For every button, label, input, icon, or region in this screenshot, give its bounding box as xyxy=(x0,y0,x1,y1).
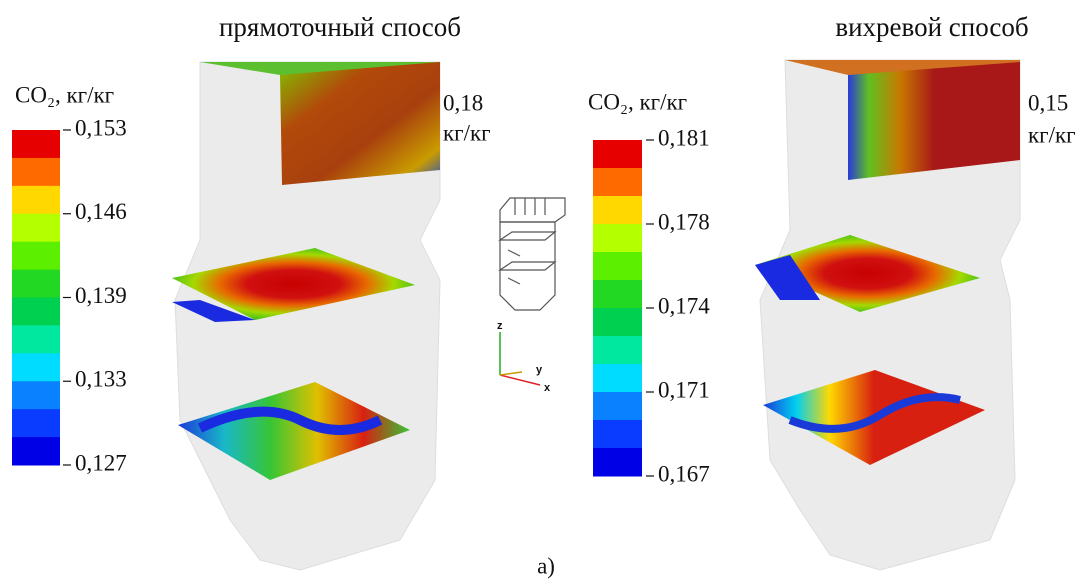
legend-title: CO₂, кг/кг xyxy=(15,82,114,107)
colorbar-band xyxy=(593,448,642,477)
axes-triad: z y x xyxy=(497,320,551,394)
colorbar-tick-label: 0,174 xyxy=(658,293,710,318)
colorbar-band xyxy=(593,140,642,169)
annotation: кг/кг xyxy=(443,120,491,145)
colorbar-band xyxy=(12,185,60,215)
panel-title: вихревой способ xyxy=(835,12,1028,42)
annotation: кг/кг xyxy=(1028,122,1076,147)
colorbar-band xyxy=(12,241,60,271)
colorbar-band xyxy=(593,280,642,309)
colorbar-band xyxy=(593,420,642,449)
axis-label: y xyxy=(536,364,543,376)
colorbar: 0,181 0,178 0,174 0,171 0,167 xyxy=(593,125,710,486)
caption: а) xyxy=(537,553,555,578)
axis-label: x xyxy=(544,382,551,394)
colorbar: 0,153 0,146 0,139 0,133 0,127 xyxy=(12,115,127,475)
colorbar-band xyxy=(593,392,642,421)
annotation: 0,15 xyxy=(1028,90,1068,115)
colorbar-band xyxy=(12,297,60,326)
colorbar-band xyxy=(593,196,642,225)
colorbar-tick-label: 0,178 xyxy=(658,209,710,234)
colorbar-tick-label: 0,181 xyxy=(658,125,710,150)
colorbar-tick-label: 0,167 xyxy=(658,461,710,486)
colorbar-band xyxy=(12,325,60,354)
colorbar-tick-label: 0,171 xyxy=(658,377,710,402)
axis-label: z xyxy=(497,320,503,332)
contour-left xyxy=(172,62,440,480)
colorbar-band xyxy=(12,437,60,466)
colorbar-tick-label: 0,139 xyxy=(75,283,127,308)
colorbar-tick-label: 0,133 xyxy=(75,367,127,392)
boiler-icon xyxy=(498,197,566,311)
colorbar-band xyxy=(12,269,60,298)
colorbar-tick-label: 0,153 xyxy=(75,115,127,140)
colorbar-band xyxy=(12,157,60,187)
colorbar-band xyxy=(12,381,60,410)
colorbar-band xyxy=(12,353,60,382)
colorbar-tick-label: 0,127 xyxy=(75,450,127,475)
colorbar-band xyxy=(593,308,642,337)
colorbar-band xyxy=(593,168,642,197)
colorbar-band xyxy=(593,252,642,281)
legend-title: CO₂, кг/кг xyxy=(588,89,687,114)
panel-title: прямоточный способ xyxy=(219,12,461,42)
colorbar-band xyxy=(593,224,642,253)
colorbar-band xyxy=(593,336,642,365)
annotation: 0,18 xyxy=(443,90,483,115)
contour-right xyxy=(755,60,1020,465)
colorbar-band xyxy=(12,409,60,438)
colorbar-band xyxy=(12,130,60,159)
colorbar-tick-label: 0,146 xyxy=(75,199,127,224)
colorbar-band xyxy=(12,213,60,243)
colorbar-band xyxy=(593,364,642,393)
